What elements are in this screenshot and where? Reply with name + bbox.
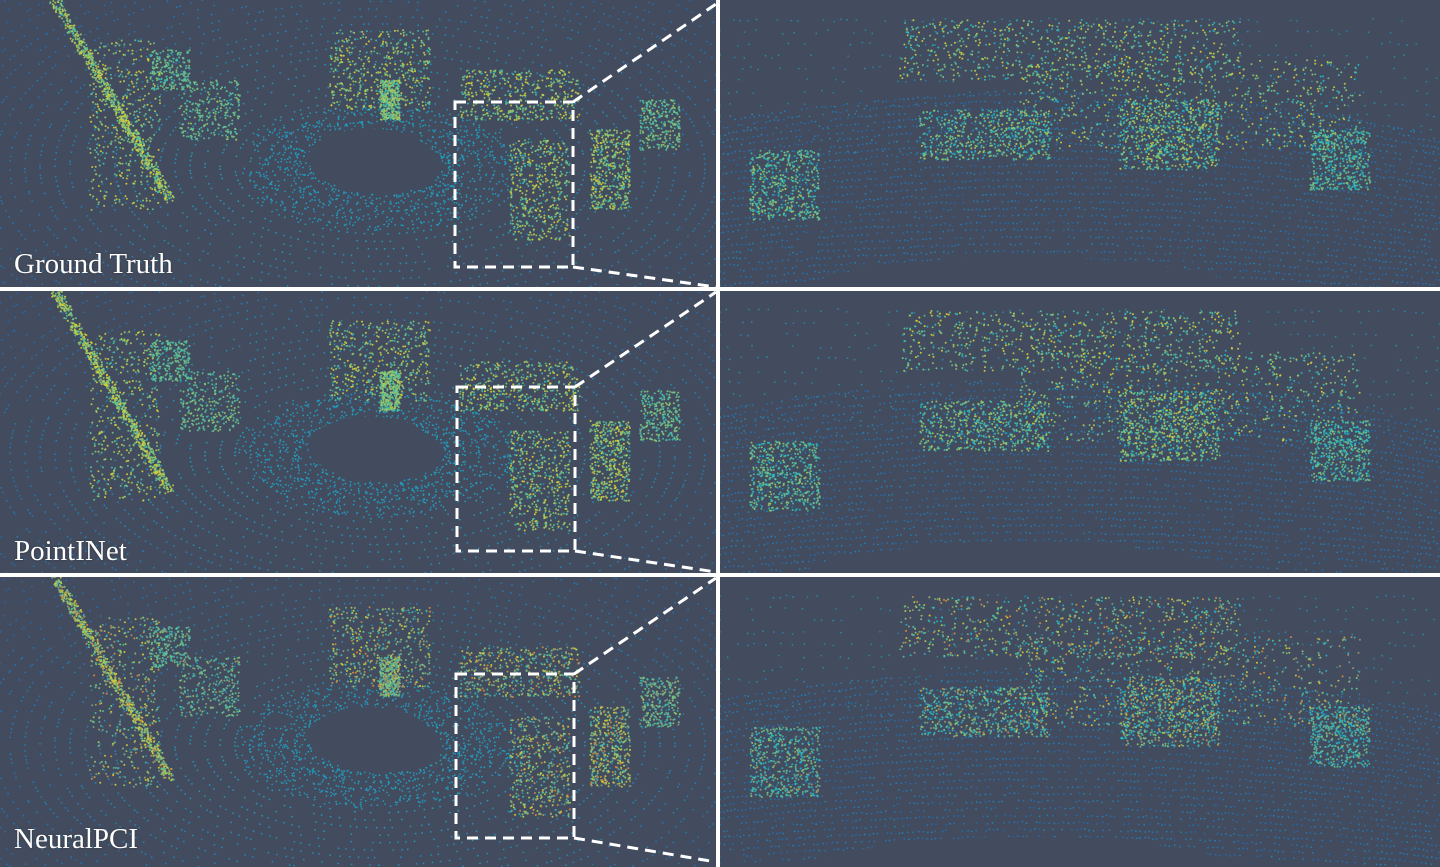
- sensor-blind-spot: [308, 416, 432, 477]
- sensor-blind-spot: [799, 257, 1245, 287]
- sensor-blind-spot: [308, 707, 432, 768]
- pointinet-overview-panel: PointINet: [0, 291, 716, 573]
- neuralpci-zoom-panel: [720, 577, 1440, 867]
- pointinet-zoom-panel: [720, 291, 1440, 573]
- row-label-neuralpci: NeuralPCI: [14, 825, 138, 854]
- pointinet-overview-point-cloud: [0, 291, 716, 573]
- point-cloud-points: [720, 594, 1440, 867]
- neuralpci-overview-panel: NeuralPCI: [0, 577, 716, 867]
- sensor-blind-spot: [799, 543, 1245, 573]
- sensor-blind-spot: [799, 837, 1245, 867]
- row-label-ground-truth: Ground Truth: [14, 250, 173, 279]
- point-cloud-points: [720, 308, 1440, 573]
- ground-truth-zoom-point-cloud: [720, 17, 1440, 287]
- point-cloud-points: [720, 17, 1440, 287]
- sensor-blind-spot: [308, 128, 432, 189]
- row-label-pointinet: PointINet: [14, 537, 127, 566]
- ground-truth-overview-point-cloud: [0, 0, 716, 287]
- ground-truth-zoom-panel: [720, 0, 1440, 287]
- point-cloud-points: [0, 291, 716, 573]
- ground-truth-overview-panel: Ground Truth: [0, 0, 716, 287]
- pointinet-zoom-point-cloud: [720, 308, 1440, 573]
- neuralpci-zoom-point-cloud: [720, 594, 1440, 867]
